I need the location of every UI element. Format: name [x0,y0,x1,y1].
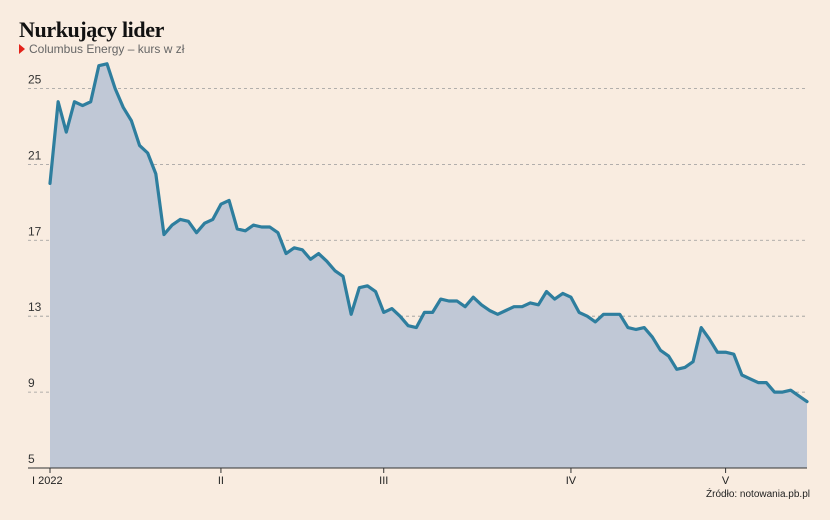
x-tick-label: II [218,475,224,487]
y-tick-label: 21 [28,148,42,162]
red-triangle-icon [19,44,25,54]
chart-subtitle: Columbus Energy – kurs w zł [19,42,184,56]
x-tick-label: III [379,475,388,487]
chart-title: Nurkujący lider [19,17,164,42]
y-tick-label: 9 [28,376,35,390]
x-tick-label: IV [566,475,577,487]
y-tick-label: 17 [28,224,42,238]
source-note: Źródło: notowania.pb.pl [706,489,810,500]
y-tick-label: 25 [28,72,42,86]
y-tick-label: 13 [28,300,42,314]
area-fill [50,63,807,469]
x-tick-label: I 2022 [32,475,63,487]
x-tick-label: V [722,475,730,487]
price-line [48,62,809,404]
subtitle-text: Columbus Energy – kurs w zł [29,42,185,56]
y-tick-label: 5 [28,452,35,466]
